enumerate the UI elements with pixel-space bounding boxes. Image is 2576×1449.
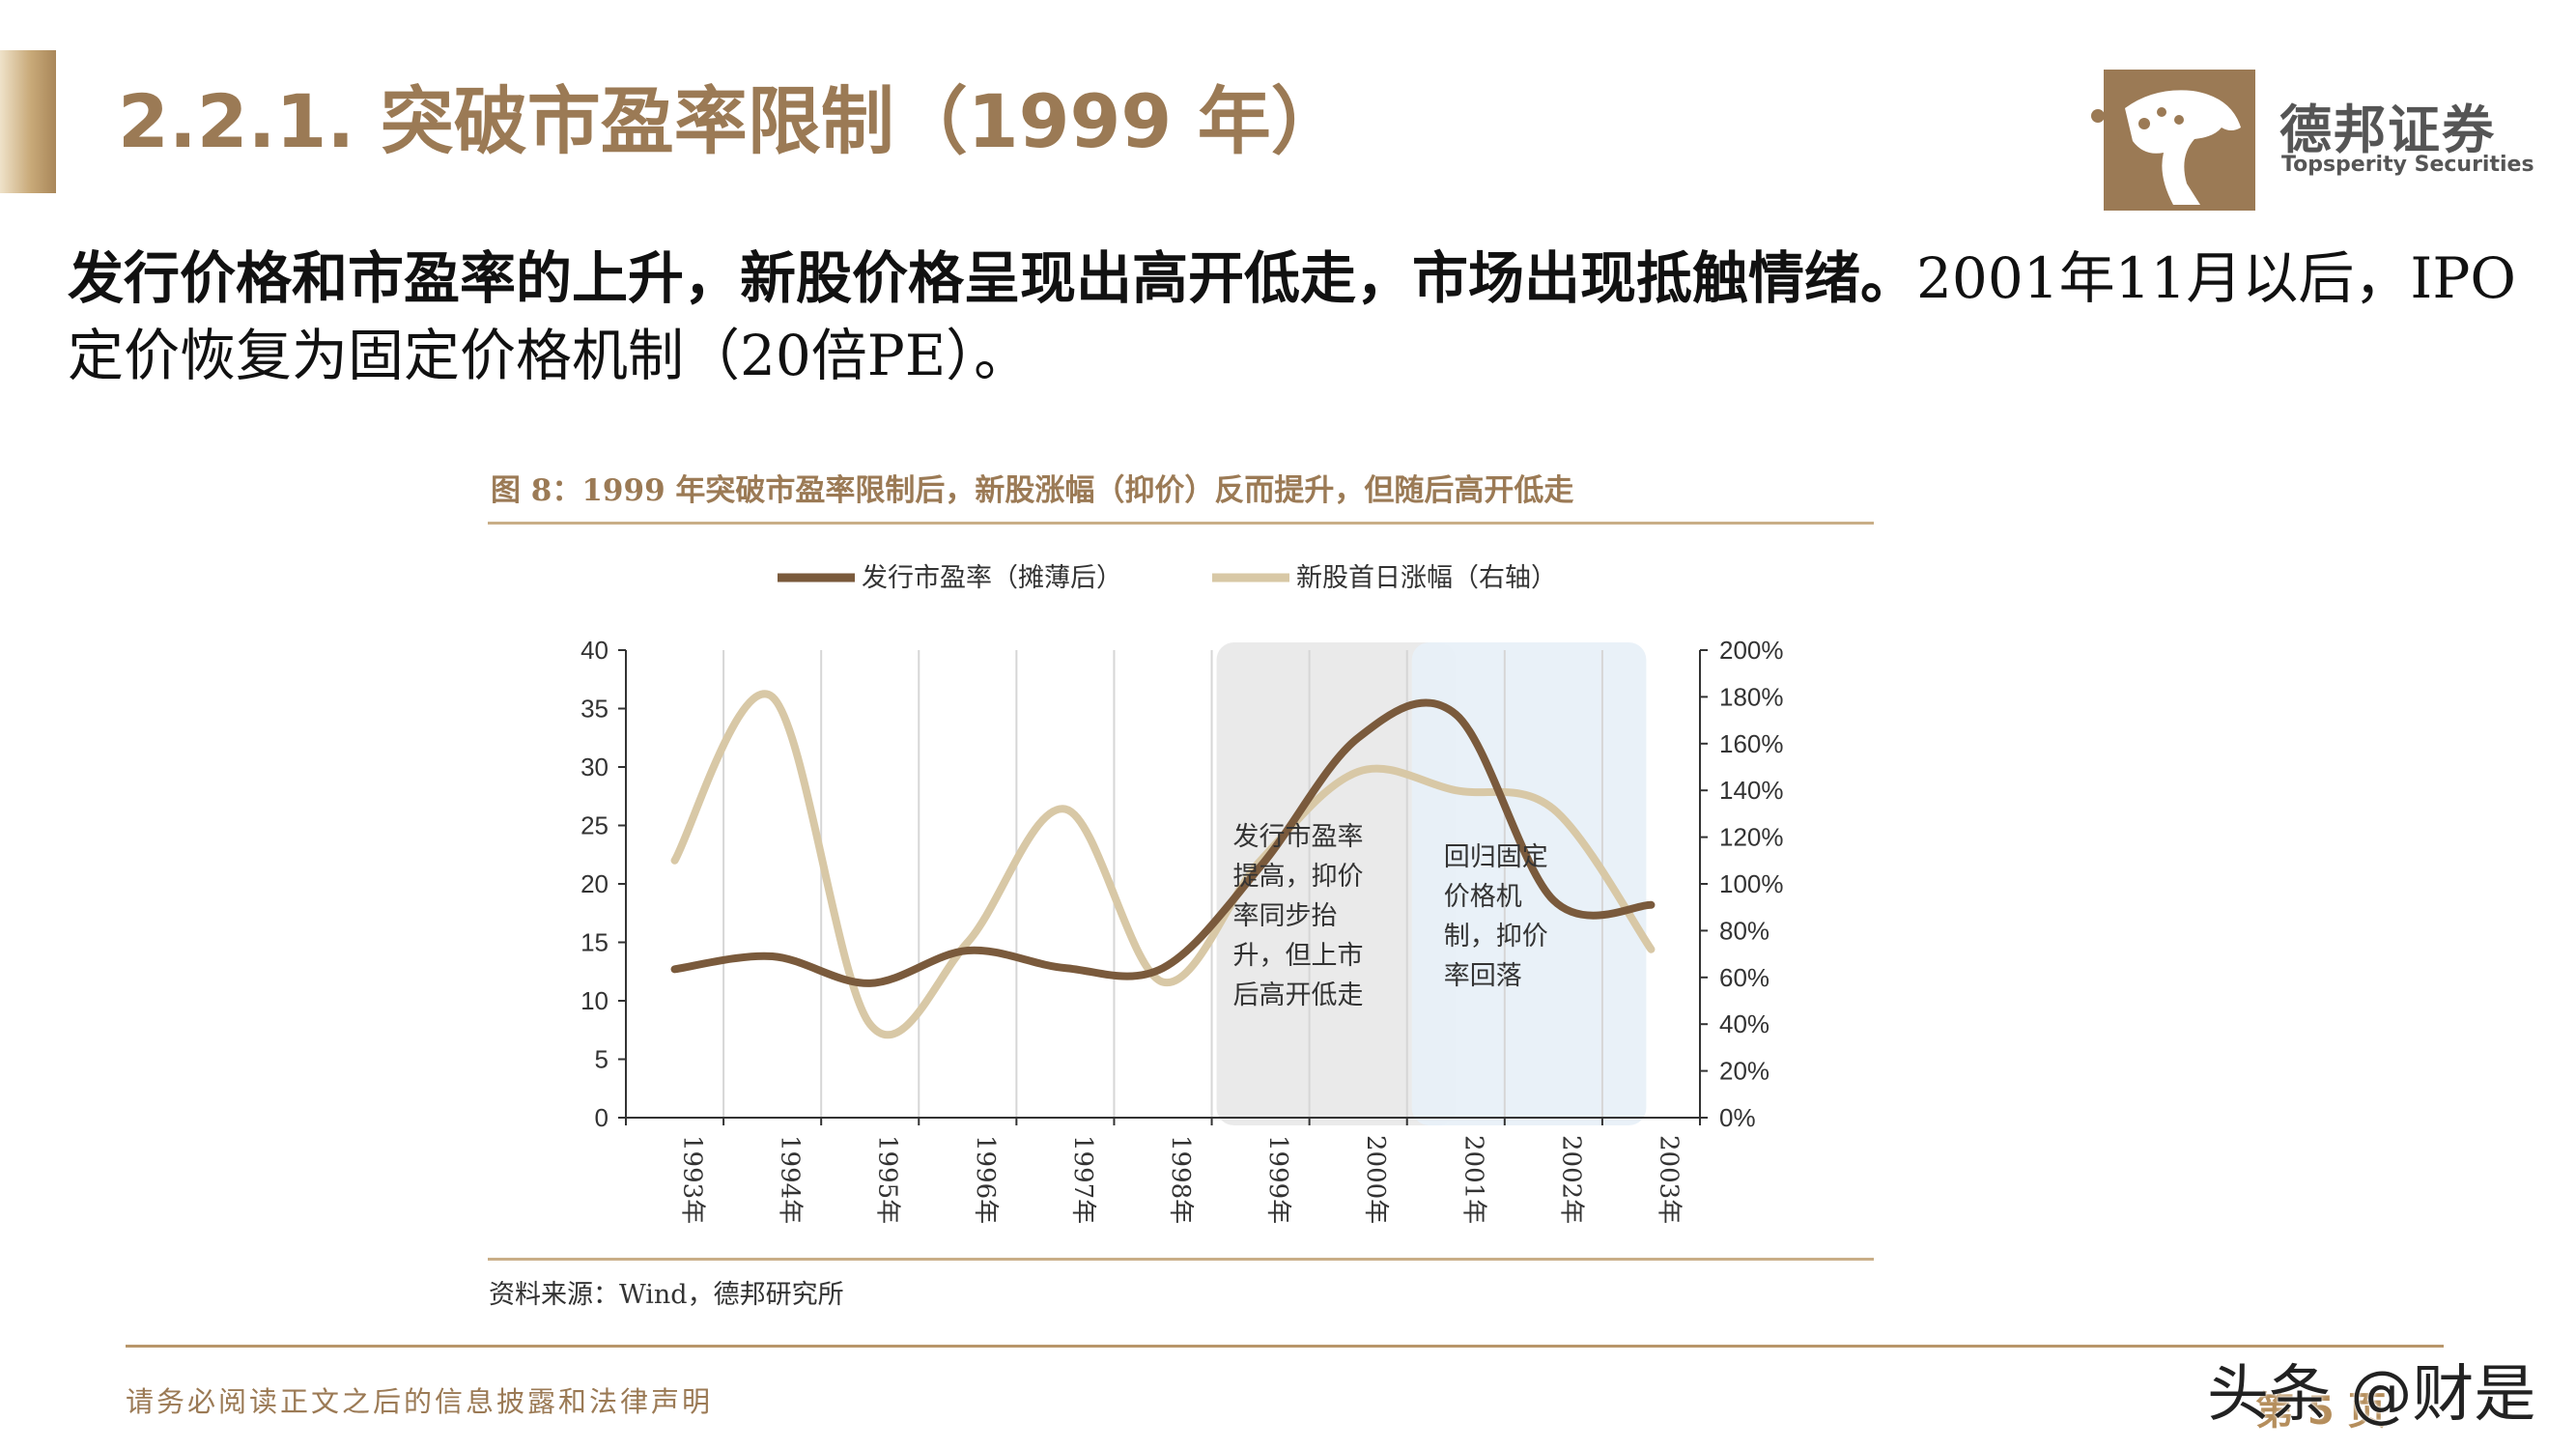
watermark: 头条 @财是 xyxy=(2207,1359,2536,1431)
legend: 发行市盈率（摊薄后） 新股首日涨幅（右轴） xyxy=(778,563,1557,593)
data-point-pe xyxy=(673,967,677,971)
x-tick-label-group: 2003年 xyxy=(1654,1135,1683,1224)
leopard-logo-icon xyxy=(2091,70,2255,211)
title-accent-bar xyxy=(0,50,56,193)
footer-disclaimer: 请务必阅读正文之后的信息披露和法律声明 xyxy=(126,1385,714,1418)
x-tick-label-group: 1998年 xyxy=(1166,1135,1195,1224)
y-right-tick-label: 60% xyxy=(1719,963,1769,992)
annotation-text-2: 价格机 xyxy=(1444,882,1522,912)
x-tick-label-group: 1999年 xyxy=(1263,1135,1292,1224)
x-tick-label: 1997年 xyxy=(1068,1135,1097,1224)
y-left-tick-label: 0 xyxy=(595,1103,609,1132)
data-point-first-day xyxy=(1649,948,1653,952)
data-point-first-day xyxy=(1454,788,1458,792)
x-tick-label-group: 2000年 xyxy=(1361,1135,1390,1224)
x-tick-label: 1993年 xyxy=(678,1135,707,1224)
y-right-tick-label: 120% xyxy=(1719,823,1784,852)
annotation-text-1: 发行市盈率 xyxy=(1233,822,1364,852)
logo-company-name: 德邦证券 xyxy=(2279,99,2496,160)
y-right-tick-label: 20% xyxy=(1719,1057,1769,1086)
data-point-first-day xyxy=(966,941,970,944)
data-point-pe xyxy=(1454,713,1458,717)
x-tick-label-group: 2001年 xyxy=(1458,1135,1487,1224)
y-right-tick-label: 160% xyxy=(1719,729,1784,758)
legend-label-first-day: 新股首日涨幅（右轴） xyxy=(1296,563,1557,593)
y-left-tick-label: 25 xyxy=(580,811,609,840)
x-tick-label-group: 1993年 xyxy=(678,1135,707,1224)
page-number: 第 5 页 xyxy=(2255,1389,2387,1434)
x-tick-label-group: 1996年 xyxy=(971,1135,1000,1224)
data-point-pe xyxy=(1259,865,1262,868)
x-tick-label-group: 2002年 xyxy=(1556,1135,1585,1224)
y-left-tick-label: 15 xyxy=(580,928,609,957)
data-point-pe xyxy=(966,949,970,952)
page-title: 2.2.1. 突破市盈率限制（1999 年） xyxy=(118,78,1345,164)
annotation-text-1: 后高开低走 xyxy=(1233,980,1364,1010)
x-tick-label: 1994年 xyxy=(776,1135,805,1224)
y-left-tick-label: 30 xyxy=(580,753,609,781)
data-point-pe xyxy=(1063,966,1067,970)
company-logo: 德邦证券 Topsperity Securities xyxy=(2086,70,2540,214)
x-tick-label: 2003年 xyxy=(1654,1135,1683,1224)
y-right-tick-label: 80% xyxy=(1719,916,1769,945)
y-right-tick-label: 140% xyxy=(1719,776,1784,805)
series-line-pe xyxy=(670,698,1656,987)
x-tick-label-group: 1995年 xyxy=(873,1135,902,1224)
data-point-first-day xyxy=(1063,808,1067,811)
x-tick-label: 1996年 xyxy=(971,1135,1000,1224)
x-tick-label: 2001年 xyxy=(1458,1135,1487,1224)
annotation-text-2: 回归固定 xyxy=(1444,842,1548,872)
data-point-first-day xyxy=(1551,808,1555,811)
x-tick-label: 2002年 xyxy=(1556,1135,1585,1224)
legend-label-pe: 发行市盈率（摊薄后） xyxy=(862,563,1122,593)
figure-caption: 图 8：1999 年突破市盈率限制后，新股涨幅（抑价）反而提升，但随后高开低走 xyxy=(491,473,1574,508)
data-point-pe xyxy=(1356,736,1360,740)
y-right-tick-label: 180% xyxy=(1719,682,1784,711)
y-right-tick-label: 100% xyxy=(1719,869,1784,898)
x-tick-label-group: 1997年 xyxy=(1068,1135,1097,1224)
annotation-text-2: 制，抑价 xyxy=(1444,922,1548,952)
y-right-tick-label: 40% xyxy=(1719,1009,1769,1038)
x-tick-label: 1995年 xyxy=(873,1135,902,1224)
y-left-tick-label: 40 xyxy=(580,636,609,665)
data-point-first-day xyxy=(868,1022,872,1026)
annotation-shade-2 xyxy=(1411,642,1647,1125)
annotation-text-1: 提高，抑价 xyxy=(1233,862,1364,892)
x-tick-label: 1999年 xyxy=(1263,1135,1292,1224)
y-left-tick-label: 35 xyxy=(580,695,609,724)
data-point-pe xyxy=(1551,898,1555,902)
data-point-pe xyxy=(771,954,775,958)
y-left-tick-label: 20 xyxy=(580,869,609,898)
data-point-first-day xyxy=(771,695,775,698)
data-point-pe xyxy=(1161,966,1165,970)
x-tick-label-group: 1994年 xyxy=(776,1135,805,1224)
y-right-tick-label: 0% xyxy=(1719,1103,1756,1132)
annotation-text-2: 率回落 xyxy=(1444,961,1522,991)
figure-top-rule xyxy=(488,522,1874,525)
y-left-tick-label: 10 xyxy=(580,986,609,1015)
x-tick-label: 2000年 xyxy=(1361,1135,1390,1224)
x-tick-label: 1998年 xyxy=(1166,1135,1195,1224)
figure-bottom-rule xyxy=(488,1258,1874,1261)
logo-english-name: Topsperity Securities xyxy=(2281,153,2534,177)
series-line-first-day xyxy=(670,690,1656,1039)
ipo-pe-chart: 发行市盈率（摊薄后） 新股首日涨幅（右轴） 0 5 10 15 20 25 30 35 40 0%… xyxy=(580,563,1784,1224)
data-point-pe xyxy=(1649,903,1653,907)
y-right-tick-label: 200% xyxy=(1719,636,1784,665)
y-left-tick-label: 5 xyxy=(595,1045,609,1074)
figure-source: 资料来源：Wind，德邦研究所 xyxy=(489,1280,844,1310)
annotation-text-1: 升，但上市 xyxy=(1233,941,1364,971)
data-point-first-day xyxy=(1161,980,1165,984)
annotation-shade-1 xyxy=(1216,642,1457,1125)
data-point-first-day xyxy=(1356,770,1360,774)
body-paragraph: 发行价格和市盈率的上升，新股价格呈现出高开低走，市场出现抵触情绪。2001年11… xyxy=(68,240,2550,394)
annotation-text-1: 率同步抬 xyxy=(1233,901,1338,931)
data-point-pe xyxy=(868,981,872,985)
body-normal-text: 2001年11月以后，IPO定价恢复为固定价格机制（20倍PE）。 xyxy=(68,245,2516,388)
data-point-first-day xyxy=(673,859,677,863)
body-bold-text: 发行价格和市盈率的上升，新股价格呈现出高开低走，市场出现抵触情绪。 xyxy=(68,245,1917,311)
footer-rule xyxy=(126,1345,2444,1348)
